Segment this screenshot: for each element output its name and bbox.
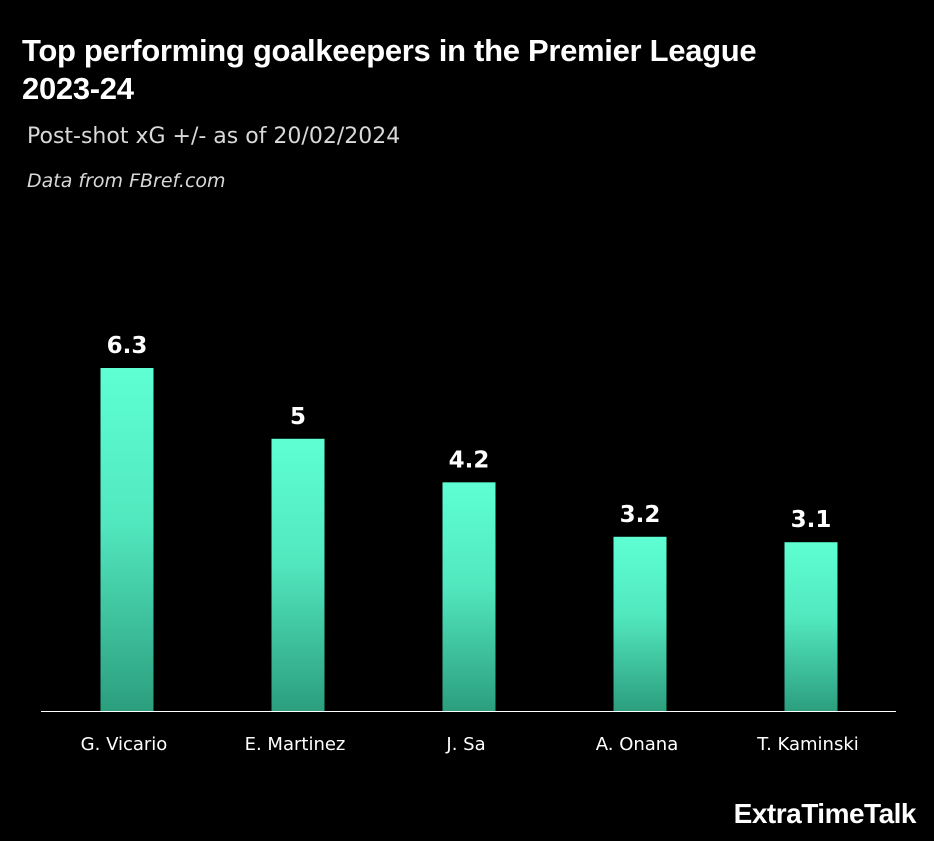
bar-value-label: 3.2	[620, 502, 661, 528]
x-tick-label: G. Vicario	[81, 734, 168, 755]
x-tick-label: A. Onana	[596, 734, 679, 755]
x-tick-label: J. Sa	[445, 734, 485, 755]
x-tick-label: E. Martinez	[245, 734, 346, 755]
bar-3	[613, 536, 667, 711]
bar-value-label: 6.3	[107, 333, 148, 359]
bars-group	[100, 368, 838, 711]
bar-0	[100, 368, 154, 711]
bar-value-label: 3.1	[791, 507, 832, 533]
brand-logo-text: ExtraTimeTalk	[733, 798, 917, 829]
data-source-note: Data from FBref.com	[27, 170, 226, 192]
bar-4	[784, 542, 838, 711]
bar-1	[271, 438, 325, 711]
chart-title: Top performing goalkeepers in the Premie…	[22, 33, 757, 106]
bar-value-label: 5	[290, 404, 306, 430]
labels-group: 6.3 G. Vicario 5 E. Martinez 4.2 J. Sa 3.2 A. O…	[81, 333, 859, 755]
x-tick-label: T. Kaminski	[756, 734, 859, 755]
chart-subtitle: Post-shot xG +/- as of 20/02/2024	[27, 124, 401, 149]
bar-value-label: 4.2	[449, 447, 490, 473]
bar-2	[442, 482, 496, 711]
